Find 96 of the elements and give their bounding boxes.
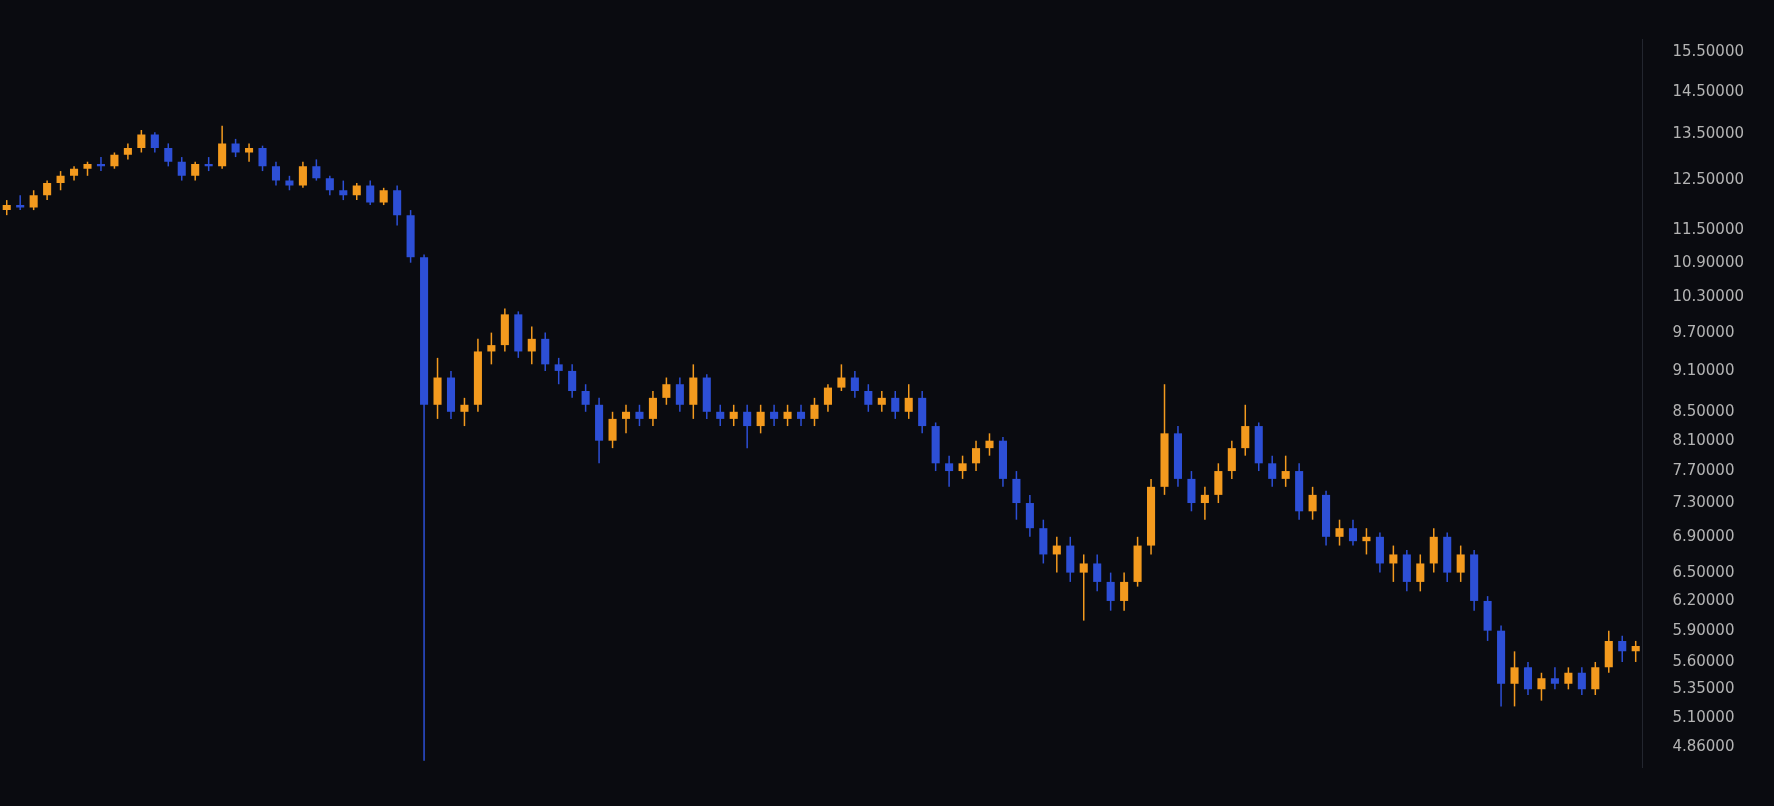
candlestick (56, 170, 65, 192)
y-tick-label: 5.60000 (1672, 651, 1735, 670)
y-tick-label: 7.30000 (1672, 492, 1735, 511)
candlestick (662, 376, 671, 406)
candlestick (43, 179, 52, 201)
y-tick-label: 8.50000 (1672, 401, 1735, 420)
candlestick (231, 138, 240, 158)
candlestick (985, 432, 994, 457)
candlestick (1093, 553, 1102, 593)
candlestick (29, 189, 38, 211)
y-tick-label: 8.10000 (1672, 430, 1735, 449)
candlestick (1389, 544, 1398, 583)
y-tick-label: 9.70000 (1672, 322, 1735, 341)
candlestick (891, 390, 900, 420)
candlestick (1456, 544, 1465, 583)
candlestick (1335, 518, 1344, 547)
candlestick (1214, 462, 1223, 504)
candlestick (1241, 404, 1250, 457)
candlestick (850, 370, 859, 399)
candlestick (608, 411, 617, 449)
candlestick (1564, 666, 1573, 691)
candlestick (675, 376, 684, 413)
y-tick-label: 9.10000 (1672, 360, 1735, 379)
candlestick (325, 175, 334, 196)
candlestick (258, 144, 267, 172)
y-tick-label: 5.35000 (1672, 679, 1735, 698)
candlestick (1591, 661, 1600, 696)
y-tick-label: 15.50000 (1672, 41, 1745, 60)
candlestick (460, 397, 469, 427)
candlestick (298, 160, 307, 189)
y-tick-label: 5.10000 (1672, 707, 1735, 726)
candlestick (527, 325, 536, 366)
candlestick (1227, 439, 1236, 480)
y-tick-label: 14.50000 (1672, 81, 1745, 100)
candlestick (904, 383, 913, 420)
candlestick (1281, 454, 1290, 488)
y-tick-label: 6.90000 (1672, 526, 1735, 545)
candlestick (137, 129, 146, 154)
y-tick-label: 13.50000 (1672, 124, 1745, 143)
y-tick-label: 10.30000 (1672, 286, 1745, 305)
candlestick (218, 124, 227, 170)
candlestick (770, 404, 779, 427)
candlestick (1537, 672, 1546, 702)
candlestick (716, 404, 725, 427)
candlestick (271, 160, 281, 187)
candlestick (756, 404, 765, 435)
candlestick (177, 156, 186, 182)
candlestick (1079, 553, 1088, 622)
candlestick (568, 363, 577, 399)
y-tick-label: 11.50000 (1672, 220, 1745, 239)
candlestick (783, 404, 792, 427)
y-tick-label: 5.90000 (1672, 620, 1735, 639)
candlestick (1120, 571, 1129, 612)
candlestick (1631, 640, 1640, 663)
candlestick (16, 194, 25, 211)
candlestick (1362, 527, 1371, 556)
y-tick-label: 7.70000 (1672, 460, 1735, 479)
y-tick-label: 12.50000 (1672, 170, 1745, 189)
candlestick (823, 383, 832, 413)
candlestick (864, 383, 873, 413)
candlestick (971, 439, 981, 472)
candlestick (581, 383, 590, 413)
candlestick (1200, 486, 1209, 521)
candlestick (810, 397, 819, 427)
y-tick-label: 10.90000 (1672, 252, 1745, 271)
candlestick (648, 390, 657, 427)
candlestick (729, 404, 738, 427)
candlestick (1106, 571, 1115, 612)
y-tick-label: 6.50000 (1672, 562, 1735, 581)
candlestick (1308, 486, 1317, 521)
candlestick (796, 404, 806, 427)
candlestick (150, 131, 159, 154)
candlestick (877, 390, 886, 413)
candlestick (1348, 518, 1358, 547)
candlestick (487, 331, 496, 366)
candlestick (1550, 666, 1559, 691)
candlestick (1510, 650, 1519, 708)
candlestick (366, 179, 375, 206)
candlestick (339, 179, 348, 201)
candlestick (1268, 454, 1277, 488)
candlestick (743, 404, 752, 449)
candlestick (191, 160, 200, 182)
candlestick (1577, 666, 1586, 696)
candlestick (945, 454, 954, 488)
candlestick (312, 158, 321, 182)
candlestick (837, 363, 846, 392)
candlestick (621, 404, 631, 435)
candlestick (635, 404, 644, 427)
candlestick (554, 357, 563, 385)
y-tick-label: 4.86000 (1672, 736, 1735, 755)
y-tick-label: 6.20000 (1672, 590, 1735, 609)
candlestick (958, 454, 967, 480)
candlestick (164, 142, 173, 168)
candlestick (1618, 635, 1627, 663)
candlestick (1416, 553, 1425, 593)
candlestick (1523, 661, 1533, 696)
